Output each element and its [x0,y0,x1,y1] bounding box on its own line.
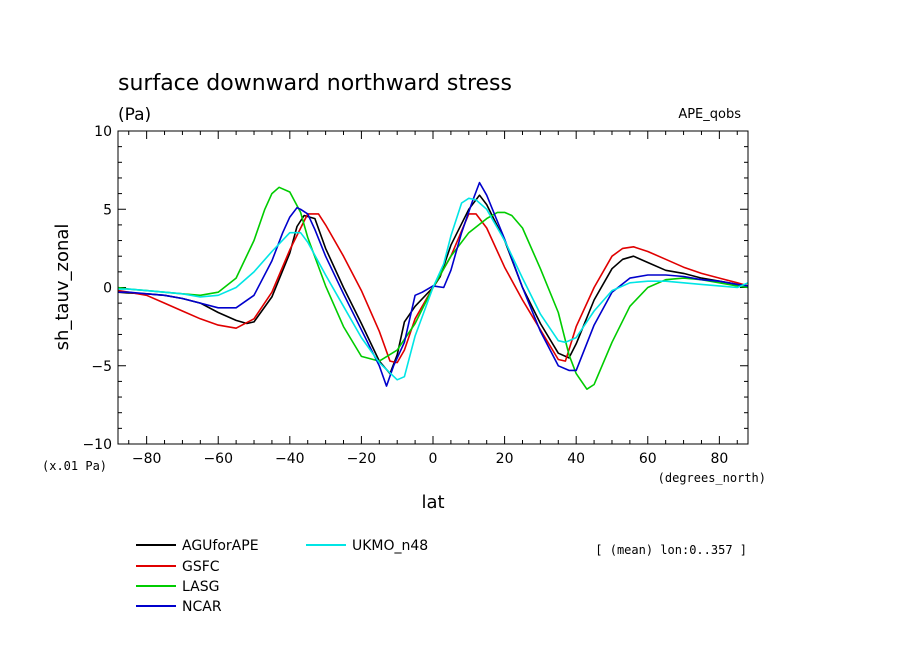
dataset-label: APE_qobs [678,107,741,122]
y-tick-label: 10 [94,124,112,140]
units-label: (Pa) [118,105,151,125]
x-tick-label: −20 [347,451,377,467]
series-line-aguforape [117,194,749,375]
annotation: [ (mean) lon:0..357 ] [595,543,747,557]
series-lines [117,181,749,390]
x-tick-label: −80 [132,451,162,467]
y-tick-label: 5 [103,202,112,218]
x-tick-label: 40 [567,451,585,467]
y-tick-label: −10 [82,437,112,453]
y-tick-label: 0 [103,281,112,297]
series-line-ukmo_n48 [118,197,749,381]
legend-label: UKMO_n48 [352,538,428,554]
y-tick-label: −5 [91,359,112,375]
x-tick-label: −40 [275,451,305,467]
x-tick-label: 0 [429,451,438,467]
legend-label: AGUforAPE [182,538,259,554]
chart-title: surface downward northward stress [118,71,512,96]
legend: AGUforAPE GSFC LASG NCAR UKMO_n48 [136,538,428,615]
y-scale-note: (x.01 Pa) [42,459,107,473]
x-unit-label: (degrees_north) [658,471,766,485]
x-tick-label: 60 [639,451,657,467]
axis-ticks: −80 −60 −40 −20 0 20 40 60 80 −10 −5 0 5 10 [82,124,748,467]
legend-label: NCAR [182,599,222,615]
y-axis-label: sh_tauv_zonal [52,224,73,351]
legend-label: GSFC [182,559,220,575]
plot-frame [117,130,749,445]
x-axis-label: lat [421,492,444,513]
x-tick-label: 20 [496,451,514,467]
series-line-lasg [117,186,749,390]
x-tick-label: −60 [203,451,233,467]
legend-label: LASG [182,579,219,595]
x-tick-label: 80 [710,451,728,467]
